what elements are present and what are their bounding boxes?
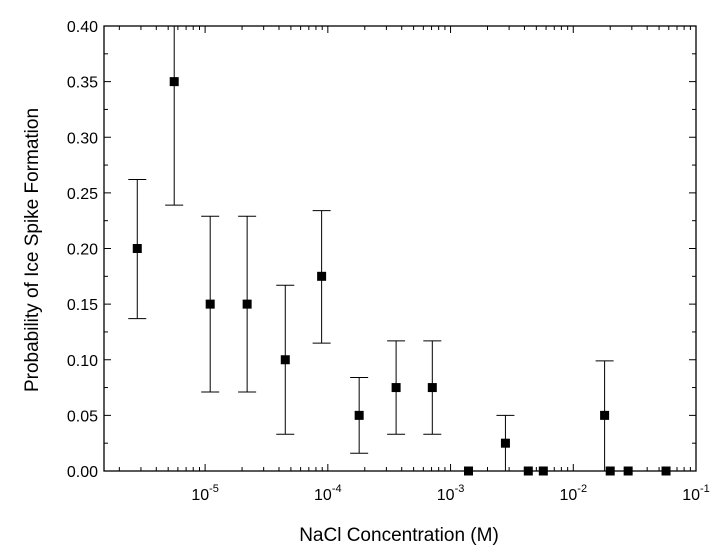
data-point xyxy=(280,355,290,365)
data-point xyxy=(427,383,437,393)
data-markers xyxy=(132,77,671,476)
x-tick-label: 10-2 xyxy=(559,483,587,504)
data-point xyxy=(317,271,327,281)
x-tick-label: 10-3 xyxy=(437,483,465,504)
data-point xyxy=(132,244,142,253)
x-tick-label: 10-5 xyxy=(191,483,219,504)
data-point xyxy=(600,410,610,420)
data-point xyxy=(169,77,179,87)
y-tick-label: 0.15 xyxy=(67,297,98,314)
axes: 0.00 0.05 0.10 0.15 0.20 0.25 0.30 0.35 0.40 10-5… xyxy=(67,19,710,504)
y-axis-label: Probability of Ice Spike Formation xyxy=(22,108,43,392)
plot-frame xyxy=(103,25,697,472)
y-tick-label: 0.05 xyxy=(67,408,98,425)
y-tick-label: 0.00 xyxy=(67,464,98,481)
x-tick-label: 10-4 xyxy=(314,483,342,504)
data-point xyxy=(205,299,215,309)
data-point xyxy=(500,438,510,448)
y-tick-label: 0.35 xyxy=(67,75,98,92)
y-tick-label: 0.10 xyxy=(67,353,98,370)
y-tick-label: 0.20 xyxy=(67,242,98,259)
y-tick-label: 0.30 xyxy=(67,130,98,147)
y-tick-label: 0.40 xyxy=(67,19,98,36)
error-bars xyxy=(128,26,614,471)
x-tick-label: 10-1 xyxy=(682,483,710,504)
data-point xyxy=(354,410,364,420)
data-point xyxy=(391,383,401,393)
y-tick-label: 0.25 xyxy=(67,186,98,203)
x-axis-label: NaCl Concentration (M) xyxy=(299,525,499,546)
data-point xyxy=(242,299,252,309)
